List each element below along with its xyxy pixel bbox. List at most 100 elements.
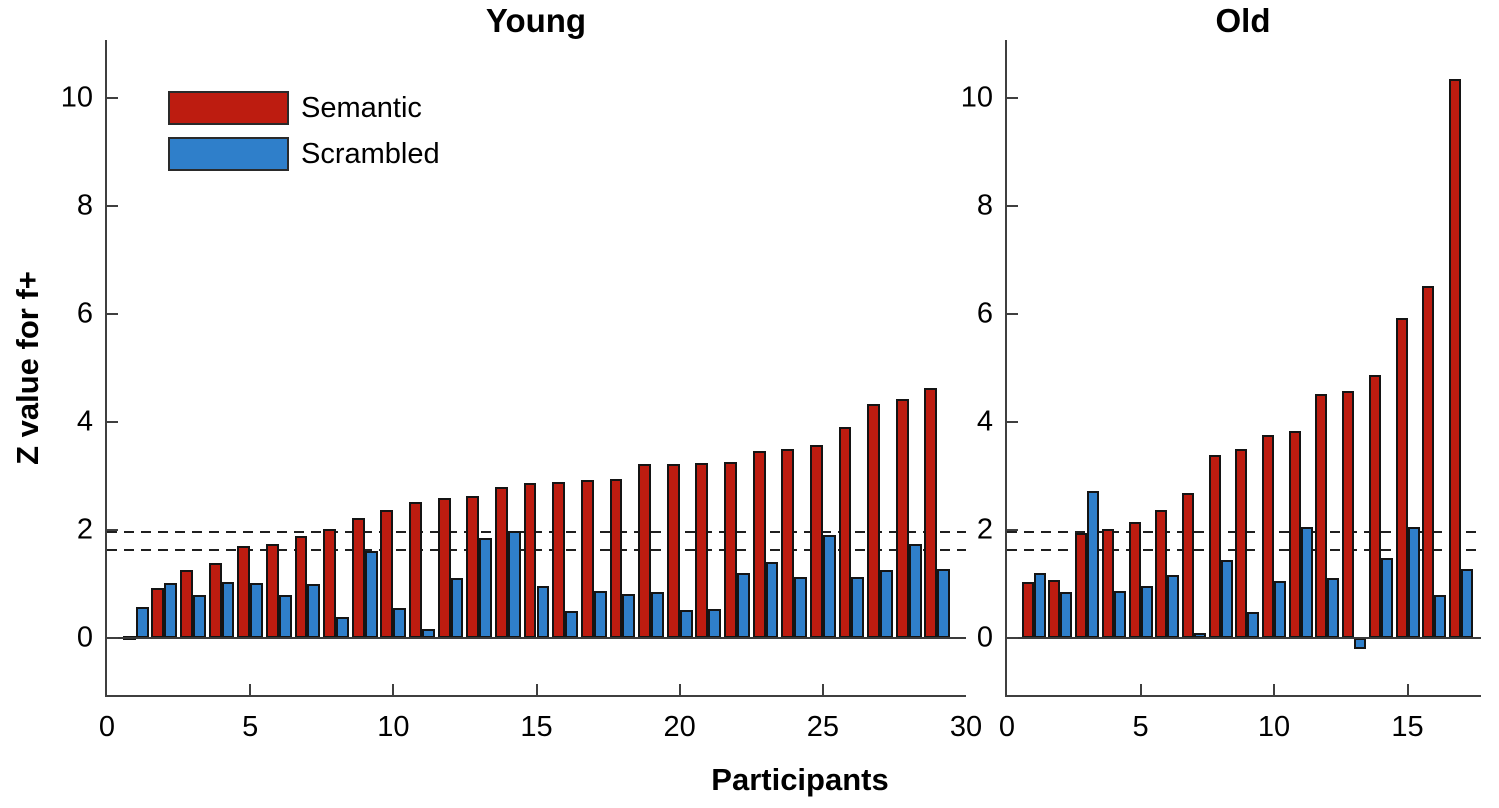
bar-scrambled-p20 [679,610,693,639]
y-tick-label: 0 [976,621,993,654]
bar-semantic-p10 [380,510,394,639]
bar-semantic-p16 [1422,285,1435,639]
bar-scrambled-p24 [794,577,808,639]
y-tick-mark [1007,312,1018,315]
bar-scrambled-p3 [192,595,206,639]
bar-semantic-p24 [781,449,795,639]
bar-scrambled-p15 [1407,526,1420,639]
bar-semantic-p12 [437,497,451,639]
bar-semantic-p26 [838,427,852,639]
bar-semantic-p19 [638,464,652,639]
bar-semantic-p25 [809,444,823,639]
bar-scrambled-p7 [307,583,321,639]
bar-semantic-p6 [1155,509,1168,639]
y-tick-mark [1007,421,1018,424]
bar-semantic-p8 [1208,454,1221,639]
y-tick-mark [1007,529,1018,532]
y-tick-label: 4 [76,405,93,438]
bar-scrambled-p5 [250,582,264,639]
bar-semantic-p6 [265,543,279,639]
bar-scrambled-p26 [851,576,865,639]
y-tick-label: 4 [976,405,993,438]
bar-scrambled-p6 [1167,575,1180,639]
bar-scrambled-p22 [736,573,750,639]
x-tick-label: 20 [663,711,696,743]
y-tick-label: 10 [60,81,93,114]
bar-scrambled-p16 [1434,595,1447,639]
bar-semantic-p13 [466,496,480,639]
bar-scrambled-p1 [135,607,149,639]
bar-semantic-p14 [1368,375,1381,639]
y-tick-label: 8 [976,189,993,222]
x-tick-mark [678,684,681,695]
y-tick-label: 6 [976,297,993,330]
x-tick-mark [249,684,252,695]
bar-scrambled-p6 [278,595,292,639]
bar-semantic-p1 [1021,581,1034,639]
y-tick-mark [107,421,118,424]
y-tick-mark [107,529,118,532]
y-tick-mark [107,637,118,640]
x-tick-mark [392,684,395,695]
zero-line [1007,637,1481,640]
legend: Semantic Scrambled [168,85,440,177]
bar-scrambled-p8 [336,617,349,639]
bar-scrambled-p13 [479,537,493,639]
bar-scrambled-p12 [1327,577,1340,639]
x-tick-mark [535,684,538,695]
bar-semantic-p9 [1235,448,1248,639]
bar-scrambled-p18 [622,594,636,639]
x-tick-label: 10 [377,711,410,743]
bar-scrambled-p14 [507,530,521,639]
zero-line [107,637,966,640]
bar-semantic-p20 [666,463,680,639]
bar-scrambled-p12 [450,578,464,639]
bar-scrambled-p16 [565,611,578,639]
bar-semantic-p17 [580,480,594,639]
legend-label-scrambled: Scrambled [301,137,440,170]
bar-semantic-p29 [924,388,938,639]
bar-scrambled-p17 [593,590,607,639]
bar-semantic-p28 [895,398,909,639]
bar-scrambled-p17 [1460,568,1473,639]
bar-semantic-p4 [1101,529,1114,639]
bar-scrambled-p5 [1140,585,1153,639]
bar-semantic-p18 [609,479,623,639]
bar-scrambled-p2 [1060,592,1073,639]
bar-scrambled-p11 [1300,526,1313,639]
bar-semantic-p3 [180,569,193,639]
x-tick-label: 15 [520,711,553,743]
y-tick-label: 10 [960,81,993,114]
y-tick-label: 2 [76,513,93,546]
y-tick-mark [107,204,118,207]
bar-semantic-p5 [1128,522,1141,639]
y-tick-label: 6 [76,297,93,330]
y-tick-label: 8 [76,189,93,222]
bar-scrambled-p8 [1220,559,1233,639]
bar-scrambled-p1 [1033,573,1046,639]
bar-semantic-p7 [294,535,308,639]
bar-scrambled-p2 [164,582,178,639]
x-tick-mark [1273,684,1276,695]
x-tick-label: 15 [1391,711,1424,743]
y-tick-mark [1007,637,1018,640]
bar-semantic-p14 [494,486,508,639]
y-tick-label: 2 [976,513,993,546]
bar-scrambled-p28 [908,543,922,639]
y-tick-mark [107,96,118,99]
x-tick-mark [1139,684,1142,695]
bar-scrambled-p19 [651,591,664,639]
x-tick-label: 5 [242,711,259,743]
bar-semantic-p5 [237,545,251,639]
bar-scrambled-p21 [708,609,722,639]
bar-semantic-p15 [1395,317,1408,639]
y-tick-mark [1007,204,1018,207]
legend-item-semantic: Semantic [168,85,440,131]
bar-semantic-p17 [1448,78,1461,639]
bar-semantic-p15 [523,482,537,639]
bar-semantic-p11 [1288,431,1301,639]
threshold-line [107,548,966,551]
x-tick-mark [1406,684,1409,695]
scrambled-color-swatch [168,137,289,171]
legend-label-semantic: Semantic [301,91,422,124]
